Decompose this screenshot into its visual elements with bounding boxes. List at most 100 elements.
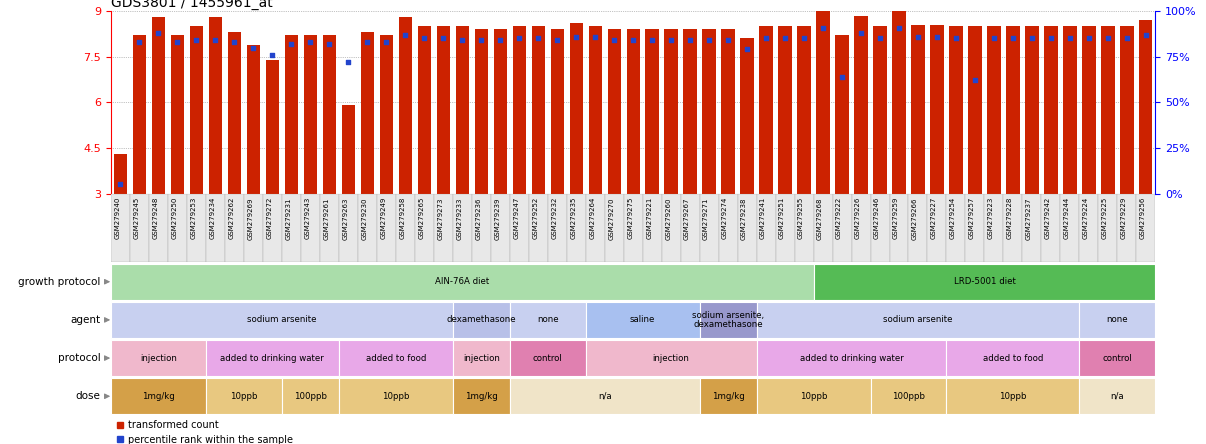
Bar [1079,340,1155,376]
Text: GSM279228: GSM279228 [1007,197,1013,239]
Bar [148,194,168,262]
Text: growth protocol: growth protocol [18,277,100,287]
Bar [130,194,148,262]
Bar [645,29,658,194]
Point [643,37,662,44]
Bar [699,302,756,338]
Bar [1042,194,1060,262]
Bar [358,194,376,262]
Bar [1099,194,1118,262]
Point [1003,35,1023,42]
Bar [756,194,775,262]
Text: injection: injection [463,353,499,363]
Bar [908,194,927,262]
Bar [111,340,206,376]
Text: GSM279222: GSM279222 [836,197,842,239]
Text: 10ppb: 10ppb [800,392,827,401]
Point [871,35,890,42]
Bar [984,194,1003,262]
Text: GSM279238: GSM279238 [740,197,747,239]
Point [510,35,529,42]
Text: GSM279252: GSM279252 [532,197,538,239]
Bar [871,194,890,262]
Text: GSM279254: GSM279254 [950,197,956,239]
Text: agent: agent [70,315,100,325]
Bar [756,378,871,414]
Point [604,37,624,44]
Point [699,37,719,44]
Bar [189,26,203,194]
Bar [1140,20,1153,194]
Point [1099,35,1118,42]
Text: GDS3801 / 1455961_at: GDS3801 / 1455961_at [111,0,273,10]
Point [130,39,150,46]
Bar [396,194,415,262]
Bar [228,32,241,194]
Text: GSM279239: GSM279239 [494,197,500,239]
Point [813,24,832,31]
Bar [282,378,339,414]
Bar [111,302,452,338]
Bar [434,194,452,262]
Text: GSM279229: GSM279229 [1120,197,1126,239]
Text: GSM279267: GSM279267 [684,197,690,239]
Bar [966,194,984,262]
Bar [778,26,791,194]
Bar [854,16,867,194]
Point [415,35,434,42]
Bar [152,17,165,194]
Text: GSM279272: GSM279272 [267,197,273,239]
Text: added to food: added to food [365,353,426,363]
Point [376,39,396,46]
Text: GSM279221: GSM279221 [646,197,652,239]
Text: n/a: n/a [598,392,611,401]
Bar [323,36,336,194]
Bar [816,8,830,194]
Bar [873,26,886,194]
Text: none: none [537,315,558,325]
Point [472,37,491,44]
Bar [244,194,263,262]
Bar [475,29,488,194]
Bar [912,25,925,194]
Text: GSM279245: GSM279245 [134,197,140,239]
Text: GSM279224: GSM279224 [1083,197,1089,239]
Bar [339,340,452,376]
Text: control: control [1102,353,1132,363]
Text: GSM279264: GSM279264 [590,197,596,239]
Point [965,77,984,84]
Text: GSM279230: GSM279230 [362,197,368,239]
Text: GSM279248: GSM279248 [152,197,158,239]
Point [586,33,605,40]
Bar [756,340,947,376]
Point [244,44,263,51]
Bar [168,194,187,262]
Point [263,52,282,59]
Bar [437,26,450,194]
Text: GSM279263: GSM279263 [343,197,349,239]
Bar [947,340,1079,376]
Point [111,181,130,188]
Point [396,31,415,38]
Bar [285,36,298,194]
Bar [814,264,1155,300]
Bar [111,264,814,300]
Bar [456,26,469,194]
Text: GSM279233: GSM279233 [456,197,462,239]
Bar [569,23,582,194]
Point [680,37,699,44]
Bar [684,29,697,194]
Bar [493,29,507,194]
Text: GSM279231: GSM279231 [286,197,292,239]
Bar [532,26,545,194]
Bar [187,194,206,262]
Text: 1mg/kg: 1mg/kg [712,392,744,401]
Bar [721,29,734,194]
Point [908,33,927,40]
Bar [586,340,756,376]
Text: 100ppb: 100ppb [294,392,327,401]
Bar [472,194,491,262]
Point [984,35,1003,42]
Point [187,37,206,44]
Point [339,59,358,66]
